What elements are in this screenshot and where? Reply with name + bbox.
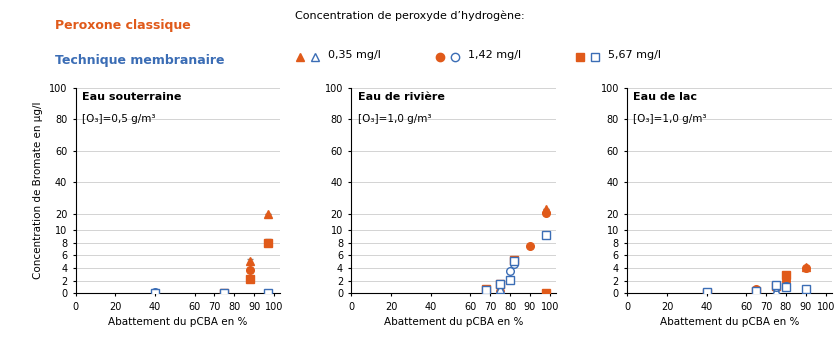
Text: Eau de rivière: Eau de rivière <box>358 92 444 102</box>
X-axis label: Abattement du pCBA en %: Abattement du pCBA en % <box>108 317 248 327</box>
Text: Eau souterraine: Eau souterraine <box>81 92 181 102</box>
Text: Peroxone classique: Peroxone classique <box>55 19 191 32</box>
Text: [O₃]=1,0 g/m³: [O₃]=1,0 g/m³ <box>358 114 431 124</box>
Text: Technique membranaire: Technique membranaire <box>55 54 224 67</box>
Text: [O₃]=0,5 g/m³: [O₃]=0,5 g/m³ <box>81 114 155 124</box>
Y-axis label: Concentration de Bromate en µg/l: Concentration de Bromate en µg/l <box>34 102 44 279</box>
Text: 5,67 mg/l: 5,67 mg/l <box>608 50 661 60</box>
X-axis label: Abattement du pCBA en %: Abattement du pCBA en % <box>384 317 523 327</box>
Text: 1,42 mg/l: 1,42 mg/l <box>468 50 521 60</box>
Text: Eau de lac: Eau de lac <box>633 92 697 102</box>
X-axis label: Abattement du pCBA en %: Abattement du pCBA en % <box>659 317 799 327</box>
Text: 0,35 mg/l: 0,35 mg/l <box>328 50 381 60</box>
Text: [O₃]=1,0 g/m³: [O₃]=1,0 g/m³ <box>633 114 707 124</box>
Text: Concentration de peroxyde d’hydrogène:: Concentration de peroxyde d’hydrogène: <box>295 10 525 21</box>
